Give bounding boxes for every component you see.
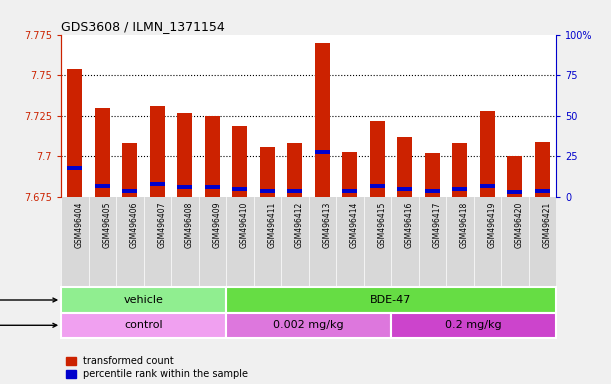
Bar	[177, 113, 192, 197]
Bar	[95, 184, 110, 188]
Text: GSM496418: GSM496418	[459, 202, 469, 248]
Bar	[535, 142, 550, 197]
Bar	[67, 69, 82, 197]
Text: agent: agent	[0, 295, 57, 305]
Text: GSM496407: GSM496407	[158, 202, 166, 248]
Text: GSM496417: GSM496417	[432, 202, 441, 248]
Bar	[370, 184, 385, 188]
Text: GDS3608 / ILMN_1371154: GDS3608 / ILMN_1371154	[61, 20, 225, 33]
Bar	[122, 189, 137, 193]
Bar	[397, 137, 412, 197]
Bar	[232, 187, 247, 191]
Bar	[507, 190, 522, 194]
Text: GSM496409: GSM496409	[213, 202, 221, 248]
Bar	[535, 189, 550, 193]
Bar	[452, 144, 467, 197]
Text: GSM496408: GSM496408	[185, 202, 194, 248]
Text: GSM496406: GSM496406	[130, 202, 139, 248]
Bar	[150, 106, 165, 197]
Legend: transformed count, percentile rank within the sample: transformed count, percentile rank withi…	[66, 356, 249, 379]
Text: GSM496412: GSM496412	[295, 202, 304, 248]
Bar	[370, 121, 385, 197]
Text: GSM496413: GSM496413	[323, 202, 331, 248]
Text: GSM496405: GSM496405	[103, 202, 111, 248]
Bar	[150, 182, 165, 186]
Bar	[260, 147, 275, 197]
Bar	[342, 152, 357, 197]
Text: 0.2 mg/kg: 0.2 mg/kg	[445, 320, 502, 330]
Bar	[391, 313, 556, 338]
Text: GSM496411: GSM496411	[268, 202, 276, 248]
Bar	[61, 287, 226, 313]
Bar	[397, 187, 412, 191]
Text: GSM496410: GSM496410	[240, 202, 249, 248]
Bar	[315, 43, 330, 197]
Text: GSM496414: GSM496414	[349, 202, 359, 248]
Bar	[507, 156, 522, 197]
Bar	[226, 313, 391, 338]
Text: dose: dose	[0, 320, 57, 330]
Bar	[205, 116, 220, 197]
Bar	[287, 189, 302, 193]
Bar	[67, 166, 82, 170]
Text: GSM496416: GSM496416	[404, 202, 414, 248]
Text: GSM496415: GSM496415	[378, 202, 386, 248]
Bar	[95, 108, 110, 197]
Bar	[260, 189, 275, 193]
Bar	[342, 189, 357, 193]
Bar	[205, 185, 220, 189]
Bar	[315, 149, 330, 154]
Bar	[122, 144, 137, 197]
Bar	[226, 287, 556, 313]
Bar	[232, 126, 247, 197]
Bar	[177, 185, 192, 189]
Bar	[480, 111, 495, 197]
Text: GSM496420: GSM496420	[514, 202, 524, 248]
Bar	[480, 184, 495, 188]
Text: control: control	[124, 320, 163, 330]
Text: GSM496421: GSM496421	[543, 202, 551, 248]
Text: BDE-47: BDE-47	[370, 295, 412, 305]
Text: GSM496419: GSM496419	[487, 202, 496, 248]
Bar	[425, 189, 440, 193]
Bar	[61, 313, 226, 338]
Text: GSM496404: GSM496404	[75, 202, 84, 248]
Bar	[287, 144, 302, 197]
Text: 0.002 mg/kg: 0.002 mg/kg	[273, 320, 344, 330]
Text: vehicle: vehicle	[123, 295, 164, 305]
Bar	[452, 187, 467, 191]
Bar	[425, 153, 440, 197]
